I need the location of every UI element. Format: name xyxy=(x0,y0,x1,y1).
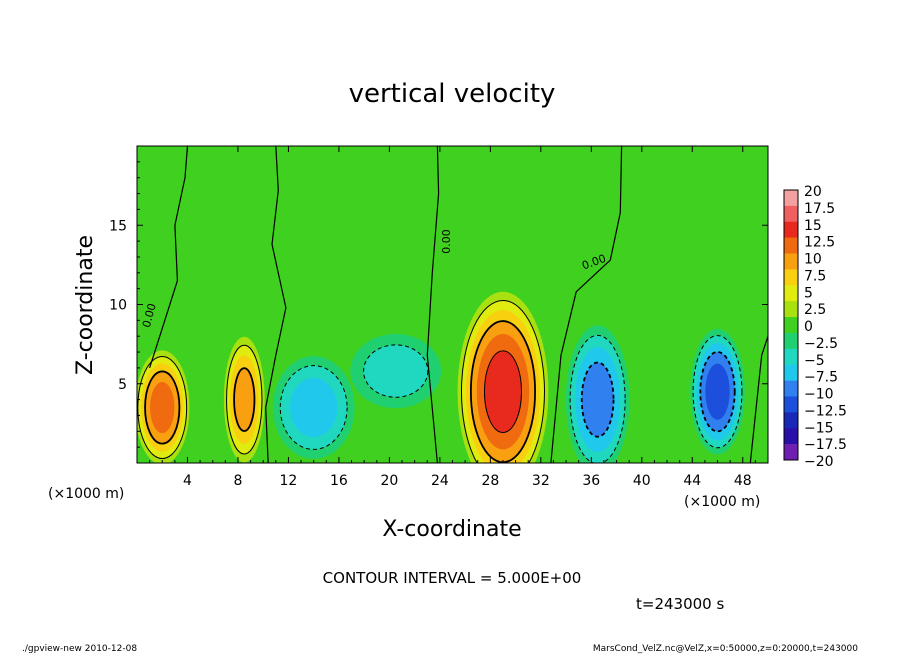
zero-contour-5 xyxy=(749,336,768,463)
colorbar-label: −12.5 xyxy=(804,403,847,419)
colorbar-label: −20 xyxy=(804,454,834,470)
velocity-cell-7 xyxy=(690,328,745,455)
contour-line xyxy=(699,351,736,433)
colorbar-label: 7.5 xyxy=(804,268,826,284)
contour-line xyxy=(483,350,522,433)
colorbar-swatch xyxy=(784,317,798,334)
colorbar-swatch xyxy=(784,285,798,302)
colorbar-swatch xyxy=(784,428,798,445)
x-tick-label: 20 xyxy=(380,473,398,489)
velocity-cell-1 xyxy=(137,350,190,463)
colorbar-swatch xyxy=(784,237,798,254)
colorbar-label: −7.5 xyxy=(804,370,838,386)
colorbar-swatch xyxy=(784,301,798,318)
velocity-level xyxy=(484,350,522,433)
time-label: t=243000 s xyxy=(636,595,724,613)
contour-line xyxy=(460,300,545,463)
colorbar-swatch xyxy=(784,380,798,397)
colorbar-label: 15 xyxy=(804,218,822,234)
colorbar-label: 0 xyxy=(804,319,813,335)
contour-line xyxy=(226,344,263,455)
zero-contour-4 xyxy=(550,146,623,463)
colorbar-swatch xyxy=(784,190,798,207)
colorbar-swatch xyxy=(784,364,798,381)
zero-contour-3 xyxy=(426,146,440,463)
x-tick-label: 4 xyxy=(183,473,192,489)
velocity-cell-3 xyxy=(272,356,355,459)
velocity-cell-5 xyxy=(457,291,549,463)
contour-line xyxy=(137,356,188,460)
contour-line xyxy=(144,370,181,445)
velocity-level xyxy=(363,344,428,398)
velocity-level xyxy=(150,382,175,434)
y-axis: 5 10 15 xyxy=(109,161,768,448)
colorbar-swatch xyxy=(784,348,798,365)
zero-contour-1 xyxy=(149,146,189,369)
zero-contour-2 xyxy=(265,146,287,463)
x-tick-label: 8 xyxy=(233,473,242,489)
y-axis-title: Z-coordinate xyxy=(73,235,98,375)
contour-line xyxy=(569,334,626,463)
contour-zero-label: 0.00 xyxy=(140,302,159,329)
colorbar-swatch xyxy=(784,221,798,238)
x-axis-units: (×1000 m) xyxy=(684,494,760,510)
colorbar-swatch xyxy=(784,269,798,286)
x-tick-label: 44 xyxy=(683,473,701,489)
y-tick-label: 5 xyxy=(118,377,127,393)
y-axis-units: (×1000 m) xyxy=(48,486,124,502)
colorbar-swatch xyxy=(784,332,798,350)
contour-line xyxy=(363,344,429,398)
colorbar: 2017.51512.5107.552.50−2.5−5−7.5−10−12.5… xyxy=(783,184,847,470)
x-tick-label: 40 xyxy=(633,473,651,489)
contour-line xyxy=(692,335,743,449)
x-axis-title: X-coordinate xyxy=(382,517,521,542)
velocity-level xyxy=(234,368,255,431)
chart-title: vertical velocity xyxy=(349,79,556,109)
colorbar-swatch xyxy=(784,396,798,413)
colorbar-label: −10 xyxy=(804,387,834,403)
colorbar-label: 20 xyxy=(804,184,822,200)
contour-zero-label: 0.00 xyxy=(440,229,453,254)
colorbar-label: 10 xyxy=(804,252,822,268)
plot-area xyxy=(137,146,768,463)
colorbar-label: 12.5 xyxy=(804,235,835,251)
footer-right: MarsCond_VelZ.nc@VelZ,x=0:50000,z=0:2000… xyxy=(593,644,858,654)
velocity-level xyxy=(290,377,338,438)
colorbar-swatch xyxy=(784,412,798,429)
velocity-level xyxy=(581,362,614,437)
colorbar-label: −2.5 xyxy=(804,336,838,352)
colorbar-swatch xyxy=(784,205,798,223)
footer-left: ./gpview-new 2010-12-08 xyxy=(22,644,137,654)
colorbar-label: −17.5 xyxy=(804,437,847,453)
contour-line xyxy=(279,365,348,450)
x-tick-label: 16 xyxy=(330,473,348,489)
y-tick-label: 10 xyxy=(109,298,127,314)
colorbar-label: 5 xyxy=(804,285,813,301)
colorbar-label: −5 xyxy=(804,353,825,369)
x-axis: 4 8 12 16 20 24 28 32 36 40 44 48 xyxy=(149,146,756,489)
y-tick-label: 15 xyxy=(109,218,127,234)
velocity-cell-2 xyxy=(223,336,265,463)
x-tick-label: 36 xyxy=(582,473,600,489)
velocity-cell-6 xyxy=(565,325,630,463)
x-tick-label: 24 xyxy=(431,473,449,489)
colorbar-label: 17.5 xyxy=(804,201,835,217)
x-tick-label: 12 xyxy=(280,473,298,489)
colorbar-label: 2.5 xyxy=(804,302,826,318)
x-tick-label: 32 xyxy=(532,473,550,489)
colorbar-label: −15 xyxy=(804,420,834,436)
contour-line xyxy=(580,361,615,438)
velocity-level xyxy=(705,363,730,420)
x-tick-label: 28 xyxy=(481,473,499,489)
velocity-cell-4 xyxy=(350,333,442,409)
contour-line xyxy=(233,367,256,432)
x-tick-label: 48 xyxy=(734,473,752,489)
colorbar-swatch xyxy=(784,253,798,270)
colorbar-frame xyxy=(783,189,799,461)
contour-interval-label: CONTOUR INTERVAL = 5.000E+00 xyxy=(323,569,582,587)
colorbar-swatch xyxy=(784,444,798,461)
